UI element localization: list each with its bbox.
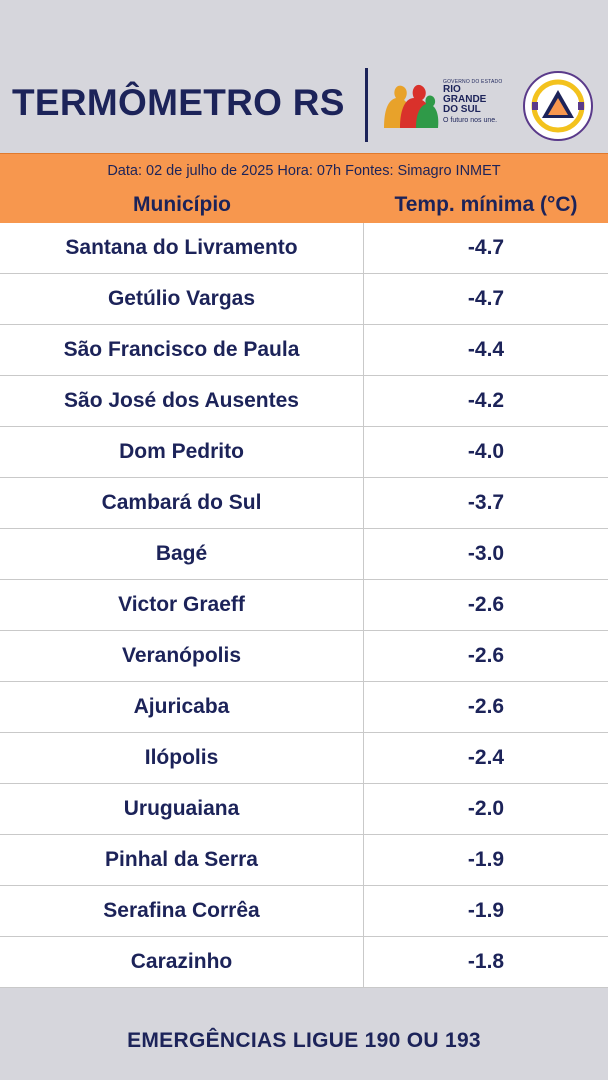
table-header: Município Temp. mínima (°C) bbox=[0, 187, 608, 224]
temp-cell: -4.2 bbox=[467, 389, 505, 412]
temp-cell: -4.4 bbox=[467, 338, 505, 361]
temp-cell: -1.8 bbox=[467, 950, 505, 973]
defesa-civil-seal-icon bbox=[523, 71, 593, 141]
info-bar: Data: 02 de julho de 2025 Hora: 07h Font… bbox=[0, 153, 608, 187]
temp-cell: -2.0 bbox=[467, 797, 505, 820]
temp-cell: -4.7 bbox=[467, 287, 505, 310]
table-row: São Francisco de Paula -4.4 bbox=[0, 325, 608, 376]
table-row: Veranópolis -2.6 bbox=[0, 631, 608, 682]
city-cell: Ajuricaba bbox=[0, 682, 364, 732]
temp-cell: -1.9 bbox=[467, 899, 505, 922]
temp-cell: -1.9 bbox=[467, 848, 505, 871]
gov-line-1: RIO bbox=[443, 84, 461, 95]
table-row: Carazinho -1.8 bbox=[0, 937, 608, 988]
temperature-table: Santana do Livramento -4.7 Getúlio Vargas… bbox=[0, 223, 608, 988]
city-cell: São Francisco de Paula bbox=[0, 325, 364, 375]
city-cell: Dom Pedrito bbox=[0, 427, 364, 477]
emergency-footer: EMERGÊNCIAS LIGUE 190 OU 193 bbox=[0, 1002, 608, 1080]
gov-slogan: O futuro nos une. bbox=[443, 117, 498, 124]
city-cell: Cambará do Sul bbox=[0, 478, 364, 528]
table-row: Dom Pedrito -4.0 bbox=[0, 427, 608, 478]
header: TERMÔMETRO RS GOVERNO DO ESTADO RIO GRAN… bbox=[0, 0, 608, 152]
rs-government-wordmark: GOVERNO DO ESTADO RIO GRANDE DO SUL O fu… bbox=[443, 79, 503, 125]
gov-line-3: DO SUL bbox=[443, 104, 481, 115]
temp-cell: -2.6 bbox=[467, 695, 505, 718]
city-cell: São José dos Ausentes bbox=[0, 376, 364, 426]
city-cell: Santana do Livramento bbox=[0, 223, 364, 273]
table-row: Victor Graeff -2.6 bbox=[0, 580, 608, 631]
rs-government-logo-icon bbox=[384, 84, 439, 128]
temp-cell: -2.6 bbox=[467, 644, 505, 667]
gov-line-2: GRANDE bbox=[443, 94, 487, 105]
table-row: Serafina Corrêa -1.9 bbox=[0, 886, 608, 937]
page-title: TERMÔMETRO RS bbox=[12, 82, 345, 123]
city-cell: Pinhal da Serra bbox=[0, 835, 364, 885]
city-cell: Serafina Corrêa bbox=[0, 886, 364, 936]
city-cell: Victor Graeff bbox=[0, 580, 364, 630]
temp-cell: -2.6 bbox=[467, 593, 505, 616]
header-divider bbox=[365, 68, 368, 142]
table-row: Ajuricaba -2.6 bbox=[0, 682, 608, 733]
table-row: São José dos Ausentes -4.2 bbox=[0, 376, 608, 427]
city-cell: Getúlio Vargas bbox=[0, 274, 364, 324]
table-row: Bagé -3.0 bbox=[0, 529, 608, 580]
temp-cell: -3.0 bbox=[467, 542, 505, 565]
city-cell: Ilópolis bbox=[0, 733, 364, 783]
city-cell: Bagé bbox=[0, 529, 364, 579]
column-header-temp: Temp. mínima (°C) bbox=[394, 193, 578, 216]
temp-cell: -3.7 bbox=[467, 491, 505, 514]
temp-cell: -4.7 bbox=[467, 236, 505, 259]
city-cell: Carazinho bbox=[0, 937, 364, 987]
column-header-municipio: Município bbox=[133, 193, 231, 216]
table-row: Ilópolis -2.4 bbox=[0, 733, 608, 784]
gov-line-small: GOVERNO DO ESTADO bbox=[443, 79, 503, 85]
table-row: Pinhal da Serra -1.9 bbox=[0, 835, 608, 886]
city-cell: Uruguaiana bbox=[0, 784, 364, 834]
temp-cell: -2.4 bbox=[467, 746, 505, 769]
table-row: Santana do Livramento -4.7 bbox=[0, 223, 608, 274]
temp-cell: -4.0 bbox=[467, 440, 505, 463]
city-cell: Veranópolis bbox=[0, 631, 364, 681]
table-row: Uruguaiana -2.0 bbox=[0, 784, 608, 835]
table-row: Getúlio Vargas -4.7 bbox=[0, 274, 608, 325]
table-row: Cambará do Sul -3.7 bbox=[0, 478, 608, 529]
